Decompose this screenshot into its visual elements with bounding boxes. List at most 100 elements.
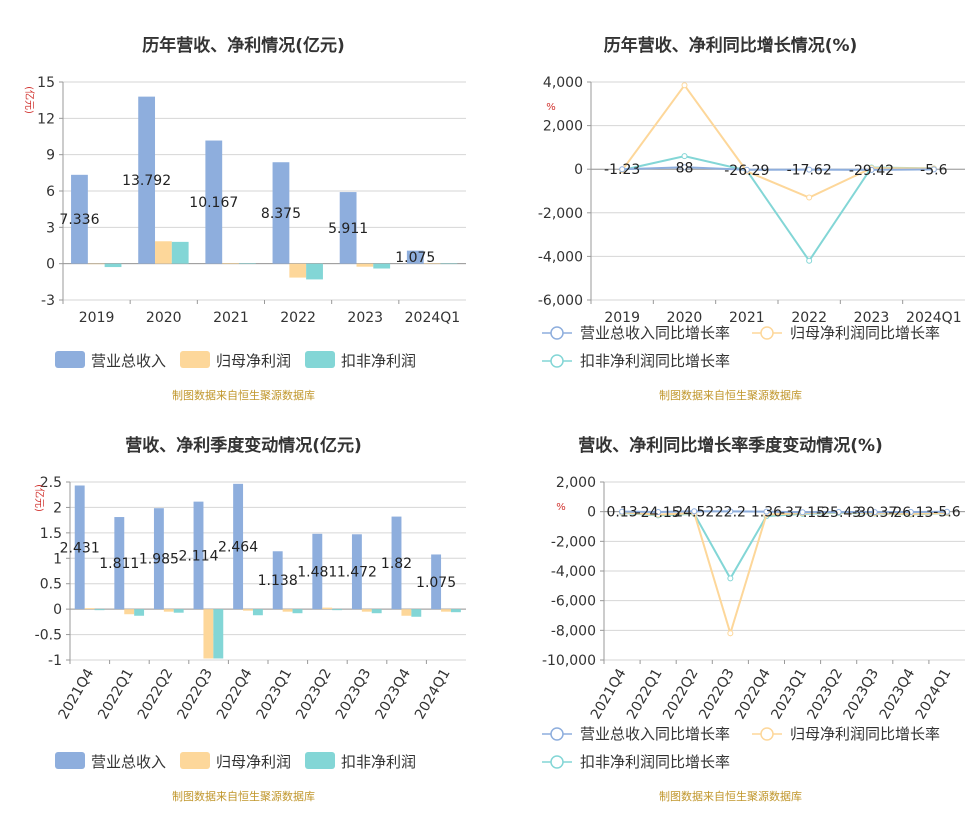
x-tick-label: 2024Q1 [412,666,454,722]
data-point [806,194,813,201]
bar [205,140,223,264]
data-label: 13.792 [122,173,171,189]
bar [332,609,343,611]
bar [252,609,263,616]
y-tick-label: 3 [46,220,55,236]
data-point [799,509,806,516]
bar [373,263,391,269]
y-tick-label: 15 [37,75,55,91]
bar [292,609,303,614]
x-tick-label: 2022Q2 [135,666,177,722]
bar [213,609,224,659]
legend-swatch [305,351,335,368]
bar [138,96,156,264]
data-label: 24.52 [674,504,714,520]
legend-marker [760,326,774,340]
legend-label: 归母净利润 [216,352,291,370]
x-tick-label: 2023 [347,310,383,326]
data-point [681,153,688,160]
x-tick-label: 2021Q4 [56,666,98,722]
bar [431,554,442,610]
data-label: 1.36 [751,505,782,521]
data-point [727,508,734,515]
bar [243,609,253,611]
data-label: -1.23 [604,162,640,178]
quarterly-bar-chart: 2.5 2 1.5 1 0.5 0 -0.5 -1 (亿元) 2021Q42022Q12022Q2… [33,475,466,771]
y-tick-label: 2,000 [543,119,583,135]
x-tick-label: 2022Q4 [214,666,256,722]
bar [289,263,307,278]
x-tick-label: 2023Q4 [372,666,414,722]
y-tick-label: 12 [37,111,55,127]
y-axis-unit: (亿元) [33,484,46,512]
legend-label: 营业总收入 [91,352,166,370]
data-label: 1.811 [99,556,139,572]
bar [391,516,402,610]
bar [94,609,105,611]
y-axis-unit: % [556,502,566,513]
data-label: 2.464 [218,539,258,555]
data-label: 8.375 [261,206,301,222]
legend-swatch [180,351,210,368]
x-tick-label: 2022 [791,310,827,326]
legend-marker [550,755,564,769]
bar [173,609,184,613]
panel-annual-revenue-profit: 历年营收、净利情况(亿元) 15 12 9 6 3 0 -3 (亿元) 2019 2020 2021… [0,0,487,406]
data-label: -26.13 [888,505,933,521]
bar [171,241,189,264]
legend-marker [550,727,564,741]
bar [356,263,374,267]
bar [222,263,239,264]
data-label: 2.431 [60,540,100,556]
x-tick-label: 2024Q1 [906,310,962,326]
data-label: 1.82 [381,556,412,572]
bar [114,517,125,610]
chart-title: 营收、净利同比增长率季度变动情况(%) [578,436,883,456]
data-point [763,508,770,515]
legend-marker [550,354,564,368]
y-tick-label: 1.5 [40,526,62,542]
y-tick-label: 1 [53,551,62,567]
y-tick-label: -4,000 [551,564,596,580]
bar [84,608,95,610]
series-line [622,510,947,514]
x-tick-label: 2023 [854,310,890,326]
chart-title: 历年营收、净利同比增长情况(%) [603,36,858,56]
legend-label: 营业总收入同比增长率 [580,324,730,342]
x-tick-label: 2022 [280,310,316,326]
data-point [727,630,734,637]
source-note: 制图数据来自恒生聚源数据库 [659,790,802,803]
data-label: -24.15 [636,505,681,521]
y-tick-label: 2,000 [556,475,596,491]
data-point [806,257,813,264]
y-tick-label: 4,000 [543,75,583,91]
y-tick-label: 0 [574,162,583,178]
data-point [943,508,950,515]
data-point [655,509,662,516]
x-tick-label: 2019 [604,310,640,326]
bar [406,250,424,264]
data-label: 0.13 [606,505,637,521]
x-tick-label: 2019 [79,310,115,326]
bar [441,609,451,612]
x-tick-label: 2021 [213,310,249,326]
x-tick-label: 2023Q2 [293,666,335,722]
data-label: 1.138 [258,573,298,589]
x-tick-label: 2024Q1 [913,666,955,722]
x-tick-label: 2021 [729,310,765,326]
y-tick-label: -4,000 [538,249,583,265]
legend-label: 扣非净利润 [341,753,416,771]
data-point [619,166,626,173]
bar [233,483,244,610]
data-label: -30.37 [852,505,897,521]
x-tick-label: 2020 [146,310,182,326]
data-point [868,166,875,173]
series-line [621,511,947,581]
legend-label: 扣非净利润同比增长率 [580,352,730,370]
x-tick-label: 2024Q1 [405,310,461,326]
series-line [621,511,947,637]
legend-label: 扣非净利润 [341,352,416,370]
y-tick-label: -10,000 [542,653,596,669]
legend-swatch [180,752,210,769]
legend-swatch [55,351,85,368]
